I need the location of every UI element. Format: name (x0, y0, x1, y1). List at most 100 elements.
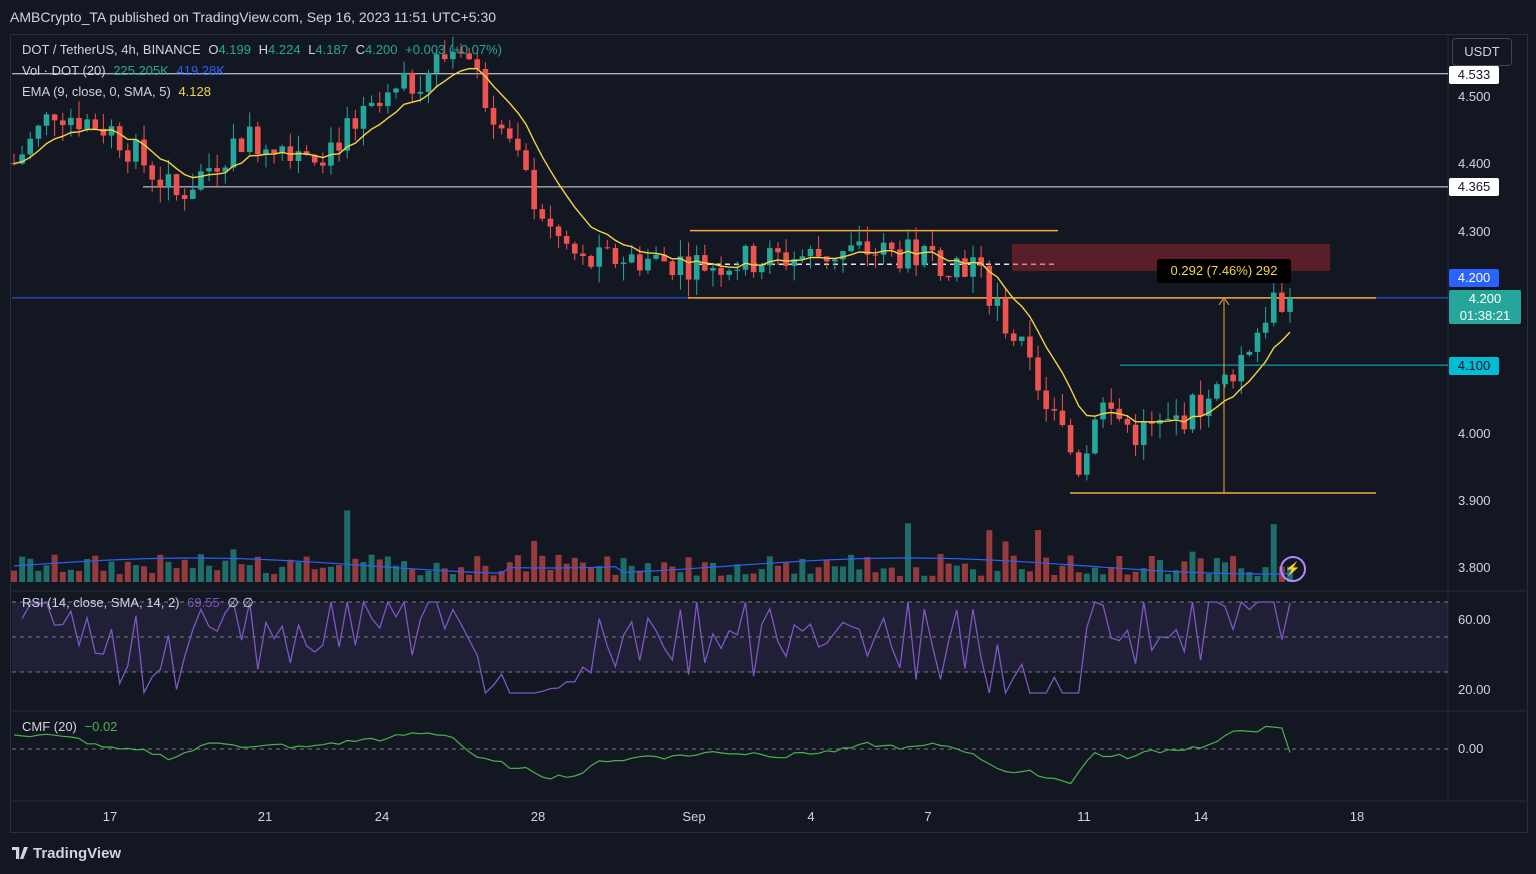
volume-bar (368, 554, 375, 582)
ema-legend[interactable]: EMA (9, close, 0, SMA, 5) 4.128 (22, 84, 211, 99)
volume-bar (514, 555, 521, 582)
volume-ma-value: 419.28K (176, 63, 225, 78)
candle-body (336, 142, 342, 151)
candle-body (945, 275, 952, 278)
measure-arrow (1218, 297, 1230, 306)
candle-body (758, 265, 765, 273)
candle-body (1230, 374, 1236, 382)
candle-body (580, 253, 586, 257)
brand-name: TradingView (33, 845, 122, 862)
candle-body (482, 69, 489, 108)
candle-body (677, 256, 684, 276)
close-value: 4.200 (364, 42, 398, 57)
candle-body (1189, 394, 1196, 430)
tradingview-logo[interactable]: TradingView (12, 845, 121, 862)
symbol-legend[interactable]: DOT / TetherUS, 4h, BINANCE O4.199 H4.22… (22, 42, 502, 57)
volume-bar (295, 561, 302, 582)
volume-bar (441, 568, 448, 582)
currency-button[interactable]: USDT (1452, 38, 1512, 66)
candle-body (466, 53, 472, 60)
tradingview-logo-icon (12, 847, 28, 859)
volume-bar (758, 569, 765, 582)
close-label: C (355, 42, 365, 57)
volume-bar (1002, 541, 1009, 582)
candle-body (596, 247, 602, 267)
lightning-icon[interactable]: ⚡ (1280, 556, 1306, 582)
x-tick: 7 (924, 809, 932, 824)
candle-body (141, 139, 147, 166)
volume-bar (376, 559, 383, 582)
candle-body (450, 51, 456, 60)
volume-bar (1075, 572, 1082, 582)
candle-body (1035, 357, 1041, 391)
candle-body (1222, 374, 1228, 385)
volume-bar (1100, 574, 1107, 582)
volume-legend[interactable]: Vol · DOT (20) 225.205K 419.28K (22, 63, 225, 78)
volume-bar (206, 565, 213, 582)
volume-bar (319, 567, 326, 582)
volume-bar (189, 568, 196, 582)
volume-bar (352, 558, 359, 582)
candle-body (279, 146, 286, 154)
low-label: L (308, 42, 316, 57)
measure-label[interactable]: 0.292 (7.46%) 292 (1157, 259, 1291, 283)
price-tick: 4.300 (1458, 224, 1491, 239)
candle-body (271, 149, 277, 154)
volume-bar (1165, 573, 1172, 582)
volume-bar (1083, 573, 1090, 582)
candle-body (116, 126, 123, 151)
cmf-label: CMF (20) (22, 719, 77, 734)
volume-bar (1254, 575, 1261, 582)
candle-body (1238, 354, 1245, 382)
volume-bar (311, 569, 318, 582)
candle-body (76, 117, 82, 130)
candle-body (978, 257, 984, 266)
volume-bar (11, 570, 17, 582)
volume-bar (124, 561, 131, 582)
volume-bar (636, 570, 643, 582)
candle-body (685, 256, 692, 280)
rsi-legend[interactable]: RSI (14, close, SMA, 14, 2) 69.55 ∅ ∅ (22, 595, 254, 611)
volume-bar (831, 566, 838, 582)
volume-bar (986, 530, 993, 582)
cmf-legend[interactable]: CMF (20) −0.02 (22, 719, 117, 734)
chart-frame[interactable] (10, 34, 1528, 833)
volume-bar (67, 569, 74, 582)
volume-bar (1108, 567, 1115, 582)
volume-bar (612, 574, 619, 582)
volume-bar (523, 571, 530, 582)
volume-bar (506, 562, 513, 582)
volume-bar (937, 554, 944, 582)
candle-body (409, 72, 416, 94)
candle-body (27, 138, 34, 155)
candle-body (872, 254, 879, 256)
candle-body (149, 165, 155, 180)
candle-body (320, 162, 326, 166)
volume-bar (458, 567, 465, 582)
volume-bar (929, 575, 936, 582)
rsi-label: RSI (14, close, SMA, 14, 2) (22, 595, 180, 610)
volume-bar (1238, 568, 1245, 582)
volume-bar (571, 557, 578, 582)
chart-canvas[interactable] (0, 0, 1536, 834)
volume-bar (384, 556, 391, 582)
volume-bar (482, 565, 489, 582)
x-tick: Sep (682, 809, 706, 824)
volume-bar (1043, 557, 1050, 582)
top-bar: AMBCrypto_TA published on TradingView.co… (0, 0, 1536, 34)
candle-body (571, 243, 578, 254)
volume-bar (409, 569, 416, 582)
volume-bar (1010, 555, 1017, 582)
candle-body (547, 218, 554, 227)
volume-bar (750, 573, 757, 582)
volume-bar (1018, 569, 1025, 582)
volume-bar (921, 575, 928, 582)
volume-bar (653, 575, 660, 582)
volume-bar (1205, 573, 1212, 582)
candle-body (1027, 336, 1033, 358)
candle-body (637, 254, 643, 271)
volume-bar (644, 563, 651, 582)
volume-bar (165, 561, 172, 582)
volume-bar (417, 575, 424, 582)
candle-body (840, 251, 846, 260)
